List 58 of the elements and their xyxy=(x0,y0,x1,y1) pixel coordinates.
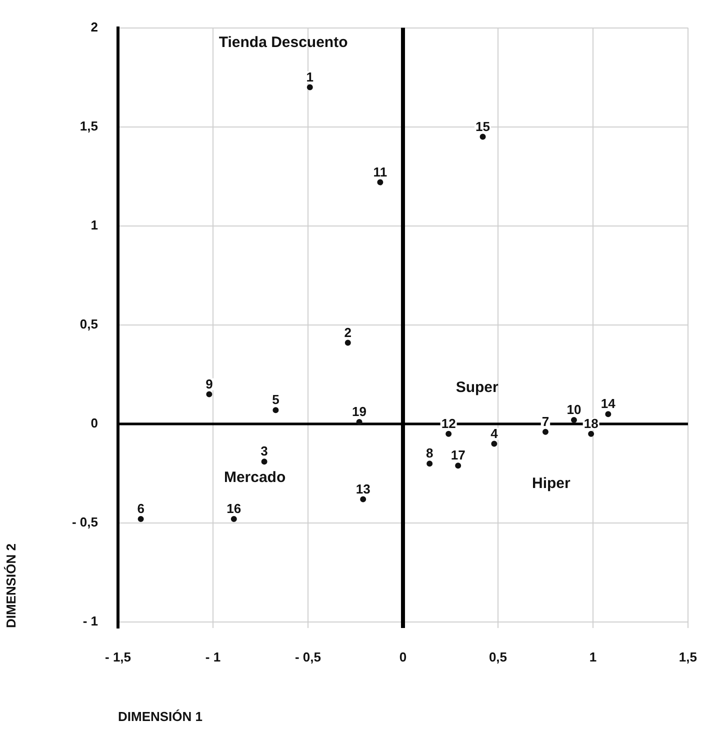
annotation: Hiper xyxy=(532,475,571,492)
y-tick-label: - 1 xyxy=(82,614,98,629)
series-label: 17 xyxy=(450,448,466,463)
point xyxy=(356,418,362,425)
series-label: 12 xyxy=(441,416,456,431)
series-label: 11 xyxy=(373,164,388,180)
x-tick-label: - 1,5 xyxy=(104,649,132,664)
series-label: 14 xyxy=(600,396,616,412)
point xyxy=(605,411,612,418)
point xyxy=(272,407,279,414)
point xyxy=(206,391,212,398)
point xyxy=(588,430,594,437)
y-axis-title: DIMENSIÓN 2 xyxy=(3,543,18,628)
annotation: Super xyxy=(456,379,498,396)
series-label: 18 xyxy=(584,416,598,431)
x-tick-label: 1,5 xyxy=(678,649,698,664)
point xyxy=(230,516,237,522)
point xyxy=(570,417,577,424)
series-label: 8 xyxy=(426,446,434,461)
point xyxy=(360,496,366,502)
series-label: 10 xyxy=(566,402,582,418)
point xyxy=(261,458,268,465)
x-tick-label: 0 xyxy=(399,649,407,664)
series-label: 2 xyxy=(344,324,352,340)
point xyxy=(446,430,452,437)
y-tick-label: - 0,5 xyxy=(72,514,98,530)
y-tick-label: 1,5 xyxy=(80,118,98,134)
x-tick-label: - 1 xyxy=(205,649,221,664)
point xyxy=(377,179,384,186)
annotation: Tienda Descuento xyxy=(218,34,348,51)
annotation: Mercado xyxy=(224,469,286,486)
series-label: 1 xyxy=(306,69,314,84)
series-label: 7 xyxy=(542,414,550,429)
point xyxy=(426,460,433,467)
point xyxy=(455,462,462,469)
series-label: 15 xyxy=(476,118,490,134)
y-tick-label: 0,5 xyxy=(80,316,98,332)
series-label: 6 xyxy=(137,501,144,516)
series-label: 19 xyxy=(352,404,367,420)
x-tick-label: 1 xyxy=(589,649,597,664)
y-tick-label: 2 xyxy=(90,19,98,34)
x-axis-title: DIMENSIÓN 1 xyxy=(118,708,203,724)
series-label: 16 xyxy=(226,501,242,516)
series-label: 3 xyxy=(260,444,268,459)
point xyxy=(138,516,144,522)
point xyxy=(344,340,351,346)
series-label: 13 xyxy=(356,481,370,496)
series-label: 4 xyxy=(490,426,499,441)
x-tick-label: 0,5 xyxy=(488,649,508,664)
series-label: 5 xyxy=(272,392,280,408)
point xyxy=(480,134,486,140)
point xyxy=(491,440,498,447)
point xyxy=(306,84,313,90)
x-tick-label: - 0,5 xyxy=(294,649,321,664)
series-label: 9 xyxy=(206,376,213,392)
y-tick-label: 1 xyxy=(90,217,98,232)
y-tick-label: 0 xyxy=(90,416,98,431)
point xyxy=(542,428,548,435)
